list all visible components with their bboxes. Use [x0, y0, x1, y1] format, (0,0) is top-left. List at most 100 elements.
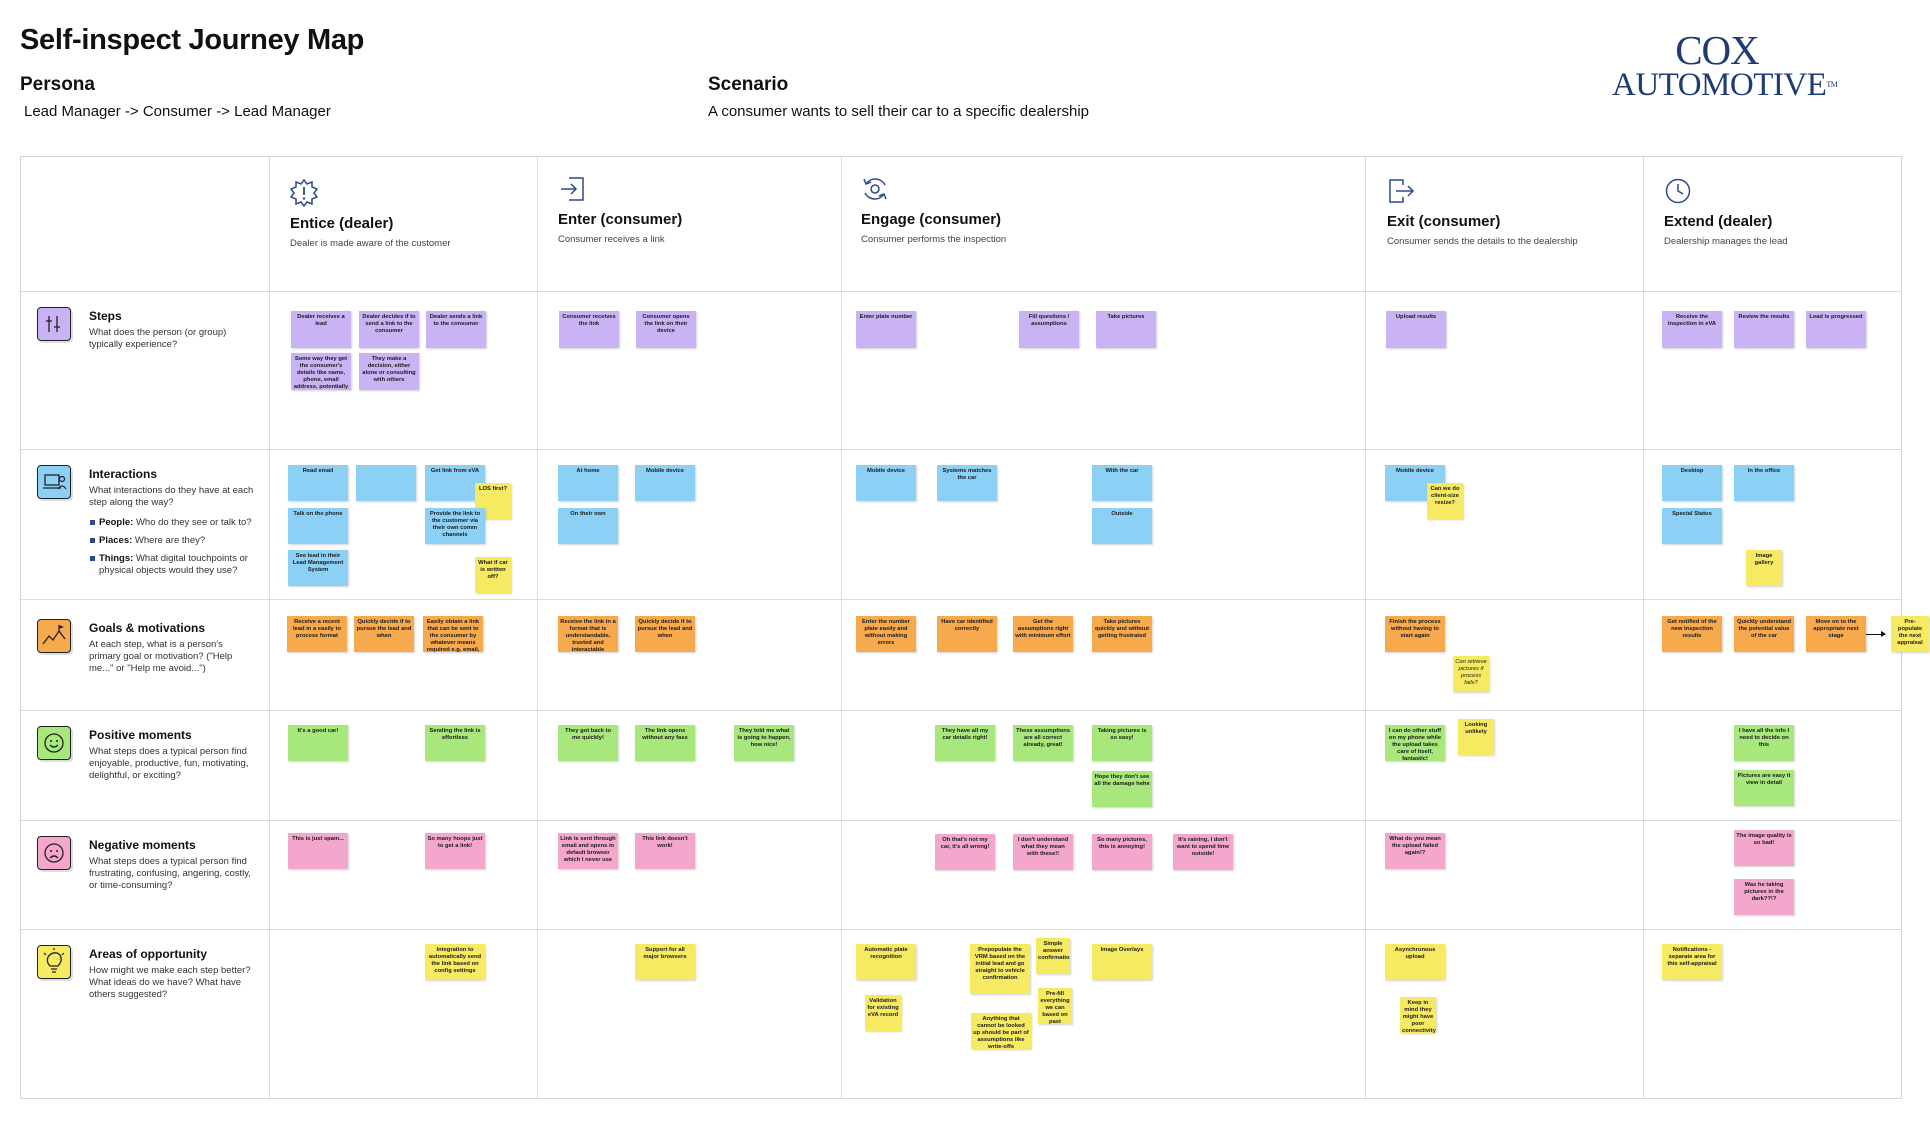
sticky-note[interactable]: Oh that's not my car, it's all wrong! [935, 834, 995, 870]
sticky-note[interactable]: Image gallery [1746, 550, 1782, 586]
sticky-note[interactable]: Prepopulate the VRM based on the initial… [970, 944, 1030, 994]
page-title: Self-inspect Journey Map [20, 24, 365, 56]
sticky-note[interactable]: Pictures are easy it view in detail [1734, 770, 1794, 806]
sticky-note[interactable]: Automatic plate recognition [856, 944, 916, 980]
sticky-note[interactable]: I have all the info I need to decide on … [1734, 725, 1794, 761]
link-arrow [1861, 631, 1886, 637]
sticky-note[interactable]: Sending the link is effortless [425, 725, 485, 761]
sticky-note[interactable]: The image quality is so bad! [1734, 830, 1794, 866]
scenario-value: A consumer wants to sell their car to a … [708, 103, 1090, 120]
sticky-note[interactable]: Quickly understand the potential value o… [1734, 616, 1794, 652]
sticky-note[interactable]: Get notified of the new inspection resul… [1662, 616, 1722, 652]
sticky-note[interactable] [356, 465, 416, 501]
sticky-note[interactable]: Finish the process without having to sta… [1385, 616, 1445, 652]
sticky-note[interactable]: The link opens without any fass [635, 725, 695, 761]
goals-icon [37, 619, 71, 653]
sticky-note[interactable]: Can retrieve pictures if process fails? [1453, 656, 1489, 692]
sticky-note[interactable]: Upload results [1386, 311, 1446, 348]
sticky-note[interactable]: Take pictures quickly and without gettin… [1092, 616, 1152, 652]
sticky-note[interactable]: Keep in mind they might have poor connec… [1400, 997, 1436, 1033]
cox-automotive-logo: COX AUTOMOTIVETM [1612, 27, 1838, 103]
sticky-note[interactable]: Have car identified correctly [937, 616, 997, 652]
sticky-note[interactable]: Consumer receives the link [559, 311, 619, 348]
sticky-note[interactable]: Mobile device [635, 465, 695, 501]
sticky-note[interactable]: Move on to the appropriate next stage [1806, 616, 1866, 652]
sticky-note[interactable]: Special Status [1662, 508, 1722, 544]
sticky-note[interactable]: In the office [1734, 465, 1794, 501]
sticky-note[interactable]: Fill questions / assumptions [1019, 311, 1079, 348]
interactions-icon [37, 465, 71, 499]
sticky-note[interactable]: Pre-fill everything we can based on past… [1038, 988, 1072, 1024]
sticky-note[interactable]: Taking pictures is so easy! [1092, 725, 1152, 761]
sticky-note[interactable]: Integration to automatically send the li… [425, 944, 485, 980]
stage-exit: Exit (consumer) Consumer sends the detail… [1387, 177, 1578, 247]
enter-arrow-icon [561, 177, 584, 201]
sticky-note[interactable]: I don't understand what they mean with t… [1013, 834, 1073, 870]
sticky-note[interactable]: Desktop [1662, 465, 1722, 501]
journey-board: Entice (dealer) Dealer is made aware of t… [20, 156, 1929, 1099]
sticky-note[interactable]: Talk on the phone [288, 508, 348, 544]
sticky-note[interactable]: Asynchronous upload [1385, 944, 1445, 980]
cycle-gear-icon [863, 178, 887, 200]
sticky-note[interactable]: So many pictures, this is annoying! [1092, 834, 1152, 870]
sticky-note[interactable]: Hope they don't see all the damage hehe [1092, 771, 1152, 807]
sticky-note[interactable]: Enter the number plate easily and withou… [856, 616, 916, 652]
sticky-note[interactable]: See lead in their Lead Management System [288, 550, 348, 586]
sticky-note[interactable]: Link is sent through email and opens in … [558, 833, 618, 869]
sticky-note[interactable]: Pre-populate the next appraisal [1891, 616, 1929, 652]
sticky-note[interactable]: They told me what is going to happen, ho… [734, 725, 794, 761]
sticky-note[interactable]: I can do other stuff on my phone while t… [1385, 725, 1445, 761]
sticky-note[interactable]: Validation for existing eVA record [865, 995, 901, 1031]
sticky-note[interactable]: Provide the link to the customer via the… [425, 508, 485, 544]
sticky-note[interactable]: Receive the link in a format that is und… [558, 616, 618, 652]
sticky-note[interactable]: Lead is progressed [1806, 311, 1866, 348]
sticky-note[interactable]: Dealer sends a link to the consumer [426, 311, 486, 348]
sticky-note[interactable]: Mobile device [856, 465, 916, 501]
stage-entice: Entice (dealer) Dealer is made aware of t… [290, 179, 451, 249]
sticky-note[interactable]: Looking unlikely [1458, 719, 1494, 755]
sticky-note[interactable]: Simple answer confirmation [1036, 938, 1070, 974]
sticky-note[interactable]: It's raining, I don't want to spend time… [1173, 834, 1233, 870]
stage-enter: Enter (consumer) Consumer receives a link [558, 175, 682, 245]
sticky-note[interactable]: Systems matches the car [937, 465, 997, 501]
sticky-note[interactable]: Receive the inspection in eVA [1662, 311, 1722, 348]
sticky-note[interactable]: Can we do client-size resize? [1427, 483, 1463, 519]
sticky-note[interactable]: Receive a recent lead in a easily to pro… [287, 616, 347, 652]
sticky-note[interactable]: On their own [558, 508, 618, 544]
sticky-note[interactable]: Dealer decides if to send a link to the … [359, 311, 419, 348]
sticky-note[interactable]: These assumptions are all correct alread… [1013, 725, 1073, 761]
sticky-note[interactable]: Outside [1092, 508, 1152, 544]
sticky-note[interactable]: It's a good car! [288, 725, 348, 761]
sticky-note[interactable]: What do you mean the upload failed again… [1385, 833, 1445, 869]
sticky-note[interactable]: Quickly decide if to pursue the lead and… [635, 616, 695, 652]
persona-value: Lead Manager -> Consumer -> Lead Manager [24, 103, 331, 120]
burst-alert-icon [290, 179, 318, 207]
persona-heading: Persona [20, 74, 95, 95]
sticky-note[interactable]: So many hoops just to get a link! [425, 833, 485, 869]
sticky-note[interactable]: Was he taking pictures in the dark??!? [1734, 879, 1794, 915]
sticky-note[interactable]: They got back to me quickly! [558, 725, 618, 761]
clock-icon [1665, 178, 1691, 204]
sticky-note[interactable]: Quickly decide if to pursue the lead and… [354, 616, 414, 652]
sticky-note[interactable]: What if car is written off? [475, 557, 511, 593]
stage-extend: Extend (dealer) Dealership manages the le… [1664, 177, 1788, 247]
sticky-note[interactable]: Support for all major browsers [635, 944, 695, 980]
sticky-note[interactable]: Anything that cannot be looked up should… [971, 1013, 1031, 1049]
sticky-note[interactable]: Enter plate number [856, 311, 916, 348]
sticky-note[interactable]: Dealer receives a lead [291, 311, 351, 348]
sticky-note[interactable]: Image Overlays [1092, 944, 1152, 980]
sticky-note[interactable]: This is just spam... [288, 833, 348, 869]
sticky-note[interactable]: With the car [1092, 465, 1152, 501]
sticky-note[interactable]: Some way they get the consumer's details… [291, 353, 351, 390]
sticky-note[interactable]: This link doesn't work! [635, 833, 695, 869]
sticky-note[interactable]: At home [558, 465, 618, 501]
sticky-note[interactable]: They have all my car details right! [935, 725, 995, 761]
sticky-note[interactable]: Consumer opens the link on their device [636, 311, 696, 348]
sticky-note[interactable]: Read email [288, 465, 348, 501]
sticky-note[interactable]: Take pictures [1096, 311, 1156, 348]
sticky-note[interactable]: Notifications - separate area for this s… [1662, 944, 1722, 980]
sticky-note[interactable]: Review the results [1734, 311, 1794, 348]
sticky-note[interactable]: Easily obtain a link that can be sent to… [423, 616, 483, 652]
sticky-note[interactable]: They make a decision, either alone or co… [359, 353, 419, 390]
sticky-note[interactable]: Get the assumptions right with minimum e… [1013, 616, 1073, 652]
